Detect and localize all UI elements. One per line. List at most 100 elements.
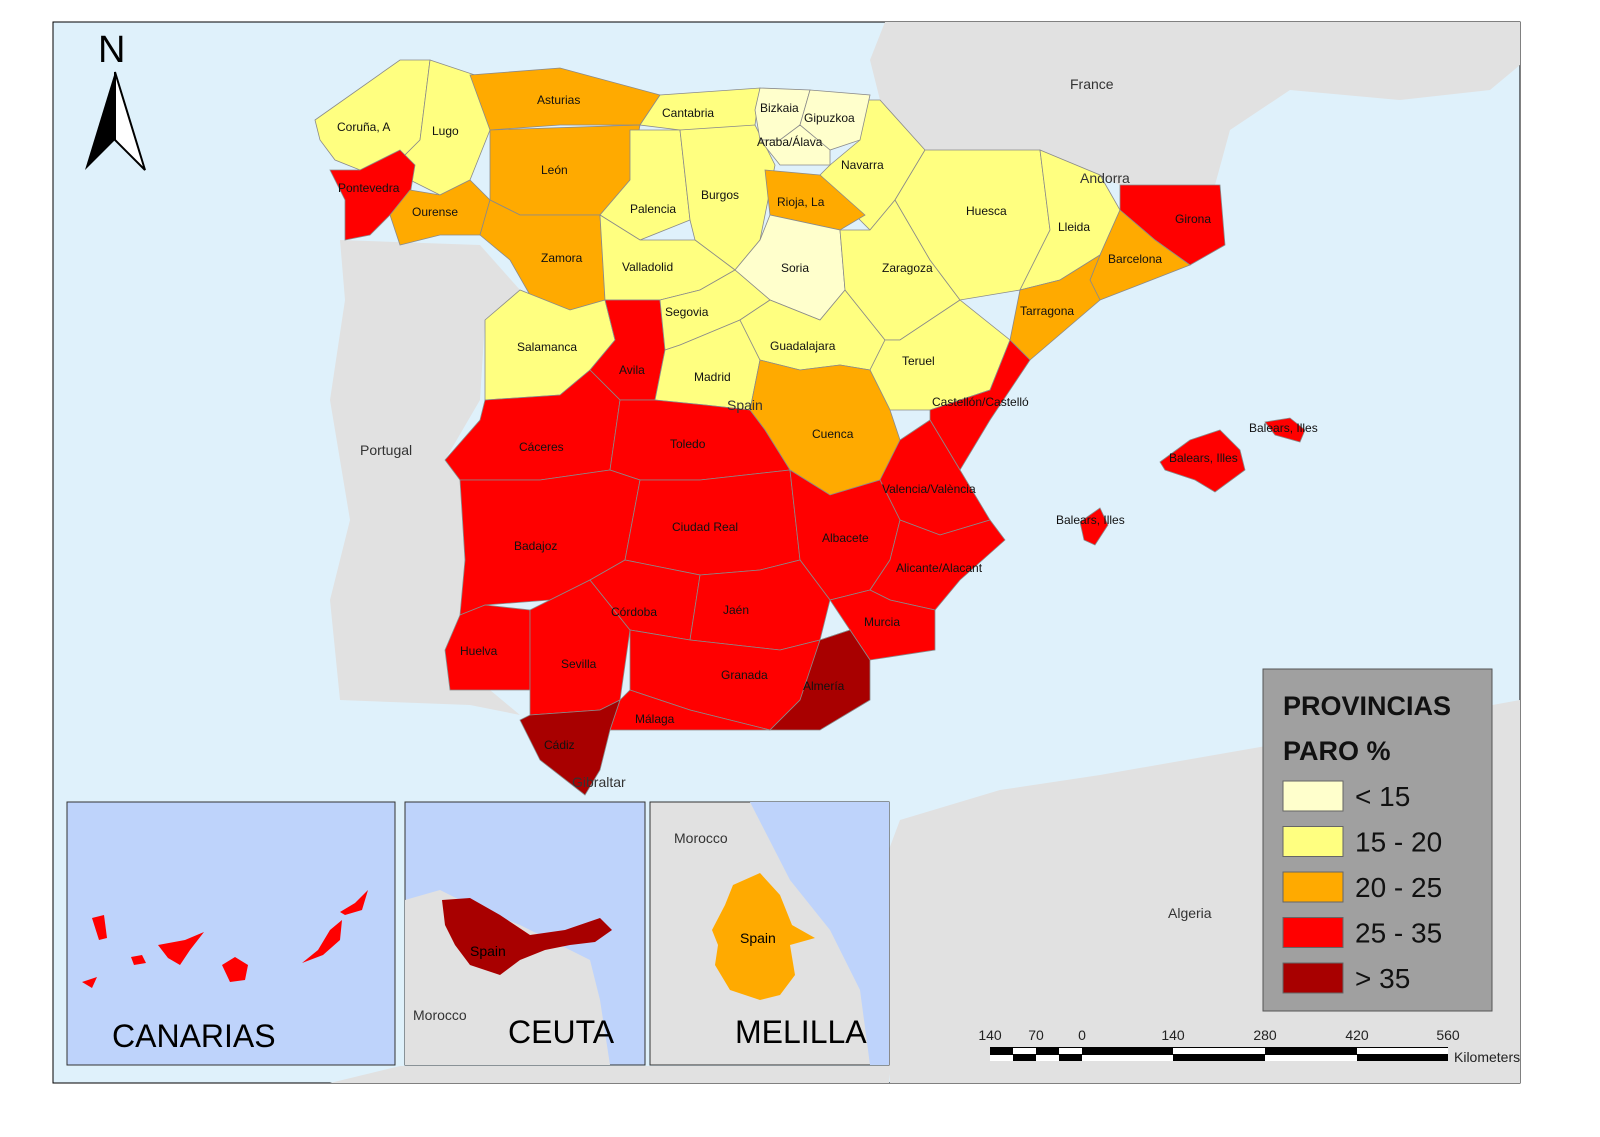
province-malaga-label: Málaga bbox=[635, 712, 675, 726]
province-barcelona-label: Barcelona bbox=[1108, 252, 1162, 266]
label-andorra: Andorra bbox=[1080, 170, 1130, 186]
province-albacete-label: Albacete bbox=[822, 531, 869, 545]
province-pontevedra-label: Pontevedra bbox=[338, 181, 400, 195]
province-lleida-label: Lleida bbox=[1058, 220, 1090, 234]
label-algeria: Algeria bbox=[1168, 905, 1212, 921]
scale-tick: 70 bbox=[1028, 1027, 1044, 1043]
scale-segment bbox=[1059, 1048, 1082, 1054]
scale-bar: 140 70 0 140 280 420 560 Kilometers bbox=[978, 1027, 1520, 1065]
legend-label: > 35 bbox=[1355, 963, 1410, 994]
label-gibraltar: Gibraltar bbox=[572, 774, 626, 790]
province-valladolid-label: Valladolid bbox=[622, 260, 673, 274]
province-huelva-label: Huelva bbox=[460, 644, 498, 658]
province-castellon-castello-label: Castellón/Castelló bbox=[932, 395, 1029, 409]
province-balears-illes bbox=[1264, 417, 1306, 443]
province-navarra-label: Navarra bbox=[841, 158, 884, 172]
scale-tick: 560 bbox=[1436, 1027, 1460, 1043]
legend-swatch bbox=[1282, 871, 1344, 903]
province-cordoba-label: Córdoba bbox=[611, 605, 657, 619]
province-gipuzkoa-label: Gipuzkoa bbox=[804, 111, 855, 125]
legend-swatch bbox=[1282, 917, 1344, 948]
province-toledo-label: Toledo bbox=[670, 437, 706, 451]
province-murcia-label: Murcia bbox=[864, 615, 900, 629]
legend-swatch bbox=[1282, 826, 1344, 857]
province-bizkaia-label: Bizkaia bbox=[760, 101, 799, 115]
province-araba-alava-label: Araba/Álava bbox=[757, 134, 823, 149]
melilla-morocco-label: Morocco bbox=[674, 830, 728, 846]
province-tarragona-label: Tarragona bbox=[1020, 304, 1074, 318]
legend-title: PROVINCIAS bbox=[1283, 691, 1451, 721]
province-salamanca-label: Salamanca bbox=[517, 340, 577, 354]
province-leon-label: León bbox=[541, 163, 568, 177]
province-soria-label: Soria bbox=[781, 261, 809, 275]
province-huesca-label: Huesca bbox=[966, 204, 1007, 218]
scale-segment bbox=[1013, 1048, 1036, 1054]
province-malaga bbox=[609, 689, 771, 731]
province-almeria bbox=[769, 629, 871, 731]
scale-segment bbox=[1036, 1055, 1059, 1061]
legend-subtitle: PARO % bbox=[1283, 736, 1391, 766]
portugal-land bbox=[330, 240, 520, 715]
province-ciudad-real-label: Ciudad Real bbox=[672, 520, 738, 534]
inset-title-melilla: MELILLA bbox=[735, 1014, 867, 1050]
province-rioja-la bbox=[764, 169, 866, 231]
province-balears-illes-label: Balears, Illes bbox=[1249, 421, 1318, 435]
france-land bbox=[870, 22, 1520, 185]
province-girona-label: Girona bbox=[1175, 212, 1211, 226]
province-balears-illes-label: Balears, Illes bbox=[1056, 513, 1125, 527]
scale-tick: 140 bbox=[978, 1027, 1002, 1043]
province-rioja-la-label: Rioja, La bbox=[777, 195, 825, 209]
province-lugo-label: Lugo bbox=[432, 124, 459, 138]
scale-segment bbox=[1357, 1048, 1448, 1054]
scale-segment bbox=[1173, 1048, 1265, 1054]
province-navarra bbox=[819, 99, 926, 231]
province-balears-illes bbox=[1079, 507, 1109, 546]
label-spain: Spain bbox=[727, 397, 763, 413]
scale-tick: 280 bbox=[1253, 1027, 1277, 1043]
provinces-layer bbox=[314, 59, 1306, 796]
scale-segment bbox=[990, 1055, 1013, 1061]
province-cuenca-label: Cuenca bbox=[812, 427, 854, 441]
inset-melilla: Spain Morocco MELILLA bbox=[649, 801, 890, 1066]
province-cadiz bbox=[519, 699, 621, 796]
province-avila-label: Avila bbox=[619, 363, 645, 377]
scale-unit: Kilometers bbox=[1454, 1049, 1520, 1065]
province-granada-label: Granada bbox=[721, 668, 768, 682]
legend: PROVINCIAS PARO % < 15 15 - 20 20 - 25 25 -… bbox=[1262, 668, 1493, 1012]
province-guadalajara-label: Guadalajara bbox=[770, 339, 836, 353]
province-coruna-a-label: Coruña, A bbox=[337, 120, 390, 134]
inset-title-canarias: CANARIAS bbox=[112, 1018, 276, 1054]
province-ourense-label: Ourense bbox=[412, 205, 458, 219]
province-cantabria-label: Cantabria bbox=[662, 106, 714, 120]
legend-swatch bbox=[1282, 962, 1344, 994]
ceuta-spain-label: Spain bbox=[470, 943, 506, 959]
scale-tick: 140 bbox=[1161, 1027, 1185, 1043]
province-balears-illes-label: Balears, Illes bbox=[1169, 451, 1238, 465]
scale-segment bbox=[1265, 1055, 1357, 1061]
province-segovia-label: Segovia bbox=[665, 305, 709, 319]
north-label: N bbox=[98, 29, 125, 71]
ceuta-morocco-label: Morocco bbox=[413, 1007, 467, 1023]
province-palencia-label: Palencia bbox=[630, 202, 676, 216]
melilla-spain-label: Spain bbox=[740, 930, 776, 946]
legend-swatch bbox=[1282, 780, 1344, 812]
province-caceres-label: Cáceres bbox=[519, 440, 564, 454]
province-zamora-label: Zamora bbox=[541, 251, 583, 265]
province-zaragoza-label: Zaragoza bbox=[882, 261, 933, 275]
province-cadiz-label: Cádiz bbox=[544, 738, 575, 752]
inset-title-ceuta: CEUTA bbox=[508, 1014, 615, 1050]
province-almeria-label: Almería bbox=[803, 679, 845, 693]
province-sevilla-label: Sevilla bbox=[561, 657, 597, 671]
province-araba-alava bbox=[759, 124, 831, 166]
province-asturias-label: Asturias bbox=[537, 93, 580, 107]
label-portugal: Portugal bbox=[360, 442, 412, 458]
scale-tick: 0 bbox=[1078, 1027, 1086, 1043]
inset-ceuta: Spain Morocco CEUTA bbox=[404, 801, 646, 1066]
province-alicante-alacant bbox=[869, 519, 1006, 611]
province-valencia-valencia-label: Valencia/València bbox=[882, 482, 976, 496]
morocco-land bbox=[330, 1066, 889, 1083]
legend-label: < 15 bbox=[1355, 781, 1410, 812]
province-alicante-alacant-label: Alicante/Alacant bbox=[896, 561, 983, 575]
